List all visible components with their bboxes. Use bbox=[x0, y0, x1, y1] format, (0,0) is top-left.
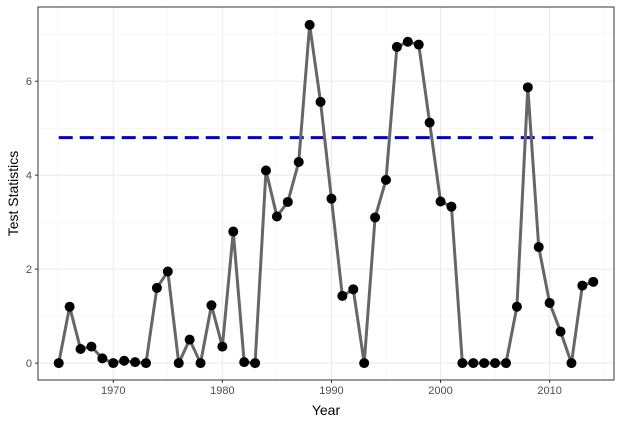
data-point bbox=[86, 341, 97, 352]
data-point bbox=[468, 358, 479, 369]
data-point bbox=[577, 280, 588, 291]
data-point bbox=[293, 157, 304, 168]
y-tick-label: 2 bbox=[26, 264, 32, 276]
data-point bbox=[544, 297, 555, 308]
data-point bbox=[413, 39, 424, 50]
data-point bbox=[391, 41, 402, 52]
data-point bbox=[184, 334, 195, 345]
data-point bbox=[402, 36, 413, 47]
data-point bbox=[522, 82, 533, 93]
plot-border bbox=[37, 6, 615, 381]
data-point bbox=[119, 355, 130, 366]
data-point bbox=[64, 301, 75, 312]
data-point bbox=[75, 343, 86, 354]
data-point bbox=[479, 358, 490, 369]
data-point bbox=[141, 358, 151, 369]
x-tick-label: 2000 bbox=[428, 385, 452, 397]
y-axis-title: Test Statistics bbox=[5, 151, 21, 237]
y-tick-label: 0 bbox=[26, 358, 32, 370]
data-point bbox=[370, 212, 381, 223]
data-point bbox=[381, 174, 391, 185]
data-point bbox=[97, 353, 108, 364]
data-point bbox=[511, 301, 522, 312]
x-tick-label: 1990 bbox=[319, 385, 343, 397]
data-point bbox=[359, 358, 370, 369]
data-point bbox=[533, 242, 544, 253]
data-point bbox=[315, 96, 326, 107]
data-point bbox=[435, 196, 446, 207]
plot-panel bbox=[38, 7, 614, 380]
minor-gridlines bbox=[38, 7, 614, 380]
x-tick-label: 1970 bbox=[101, 385, 125, 397]
data-point bbox=[217, 341, 228, 352]
data-point bbox=[261, 165, 271, 176]
data-point bbox=[206, 300, 217, 311]
y-tick-label: 4 bbox=[26, 170, 32, 182]
data-point bbox=[239, 357, 250, 368]
data-point bbox=[304, 19, 315, 30]
series-layer bbox=[53, 19, 599, 369]
data-point bbox=[282, 196, 293, 207]
data-point bbox=[501, 358, 511, 369]
data-point bbox=[457, 358, 468, 369]
y-tick-label: 6 bbox=[26, 76, 32, 88]
data-point bbox=[250, 358, 261, 369]
data-point bbox=[555, 326, 566, 337]
data-point bbox=[566, 358, 577, 369]
x-tick-label: 2010 bbox=[537, 385, 561, 397]
data-point bbox=[162, 266, 173, 277]
axis-ticks: 1970 1980 1990 2000 2010 0 2 4 6 bbox=[26, 76, 562, 397]
data-point bbox=[195, 358, 206, 369]
data-point bbox=[490, 358, 501, 369]
data-point bbox=[108, 358, 119, 369]
data-point bbox=[151, 282, 162, 293]
data-point bbox=[326, 193, 337, 204]
data-point bbox=[53, 358, 64, 369]
data-point bbox=[588, 276, 599, 287]
data-point bbox=[424, 117, 435, 128]
x-tick-label: 1980 bbox=[210, 385, 234, 397]
data-point bbox=[337, 290, 348, 301]
data-point bbox=[173, 358, 184, 369]
x-axis-title: Year bbox=[312, 402, 341, 418]
data-point bbox=[271, 211, 282, 222]
data-point bbox=[228, 226, 239, 237]
data-point bbox=[446, 201, 457, 212]
data-point bbox=[130, 357, 141, 368]
data-point bbox=[348, 284, 359, 295]
